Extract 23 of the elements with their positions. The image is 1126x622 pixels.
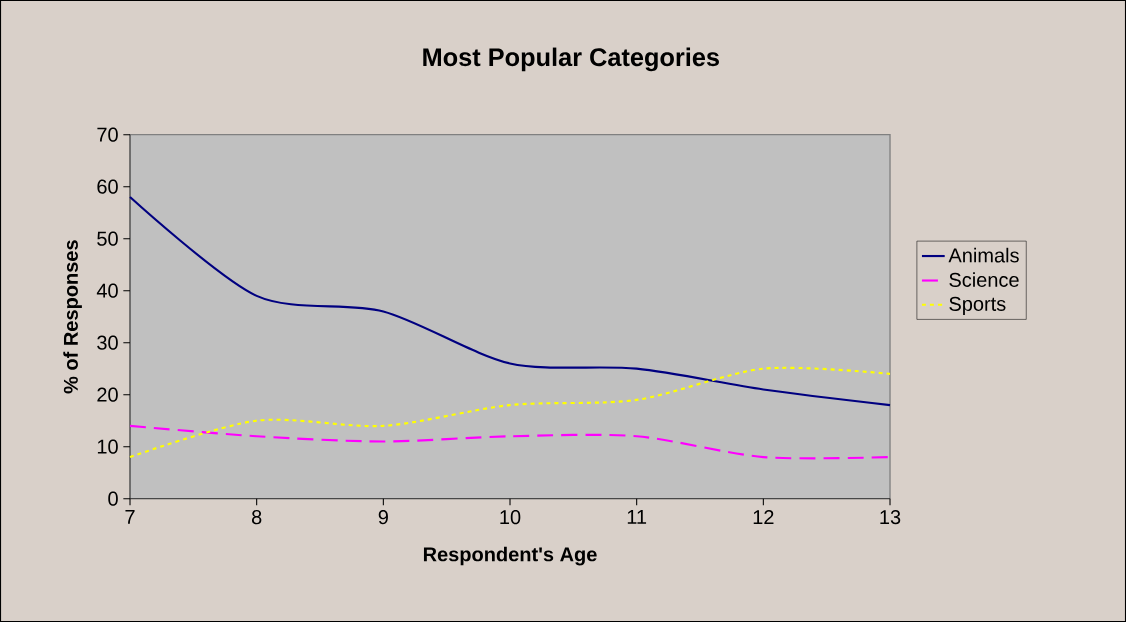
x-tick-label: 12 — [753, 510, 774, 525]
x-tick-label: 10 — [500, 510, 521, 525]
line-series — [128, 195, 892, 407]
x-tick-label: 8 — [251, 510, 262, 525]
x-axis-title: Respondent's Age — [423, 546, 597, 566]
legend-label: Animals — [948, 247, 1019, 263]
x-tick-label: 9 — [378, 510, 388, 525]
x-tick-label: 13 — [880, 510, 901, 525]
line-series — [128, 366, 892, 459]
y-tick-label: 0 — [108, 491, 118, 506]
y-axis-title: % of Responses — [63, 240, 82, 394]
x-tick-label: 11 — [627, 510, 647, 524]
y-tick-label: 60 — [97, 179, 118, 194]
y-tick-label: 20 — [97, 387, 118, 402]
y-tick-label: 10 — [97, 439, 118, 454]
y-tick-label: 50 — [97, 231, 118, 246]
legend-label: Sports — [949, 296, 1006, 315]
legend-label: Science — [949, 272, 1019, 287]
x-tick-label: 7 — [125, 510, 135, 524]
y-tick-label: 70 — [97, 127, 118, 142]
y-tick-label: 30 — [97, 335, 118, 350]
y-tick-label: 40 — [96, 283, 118, 298]
chart-title: Most Popular Categories — [423, 47, 719, 72]
